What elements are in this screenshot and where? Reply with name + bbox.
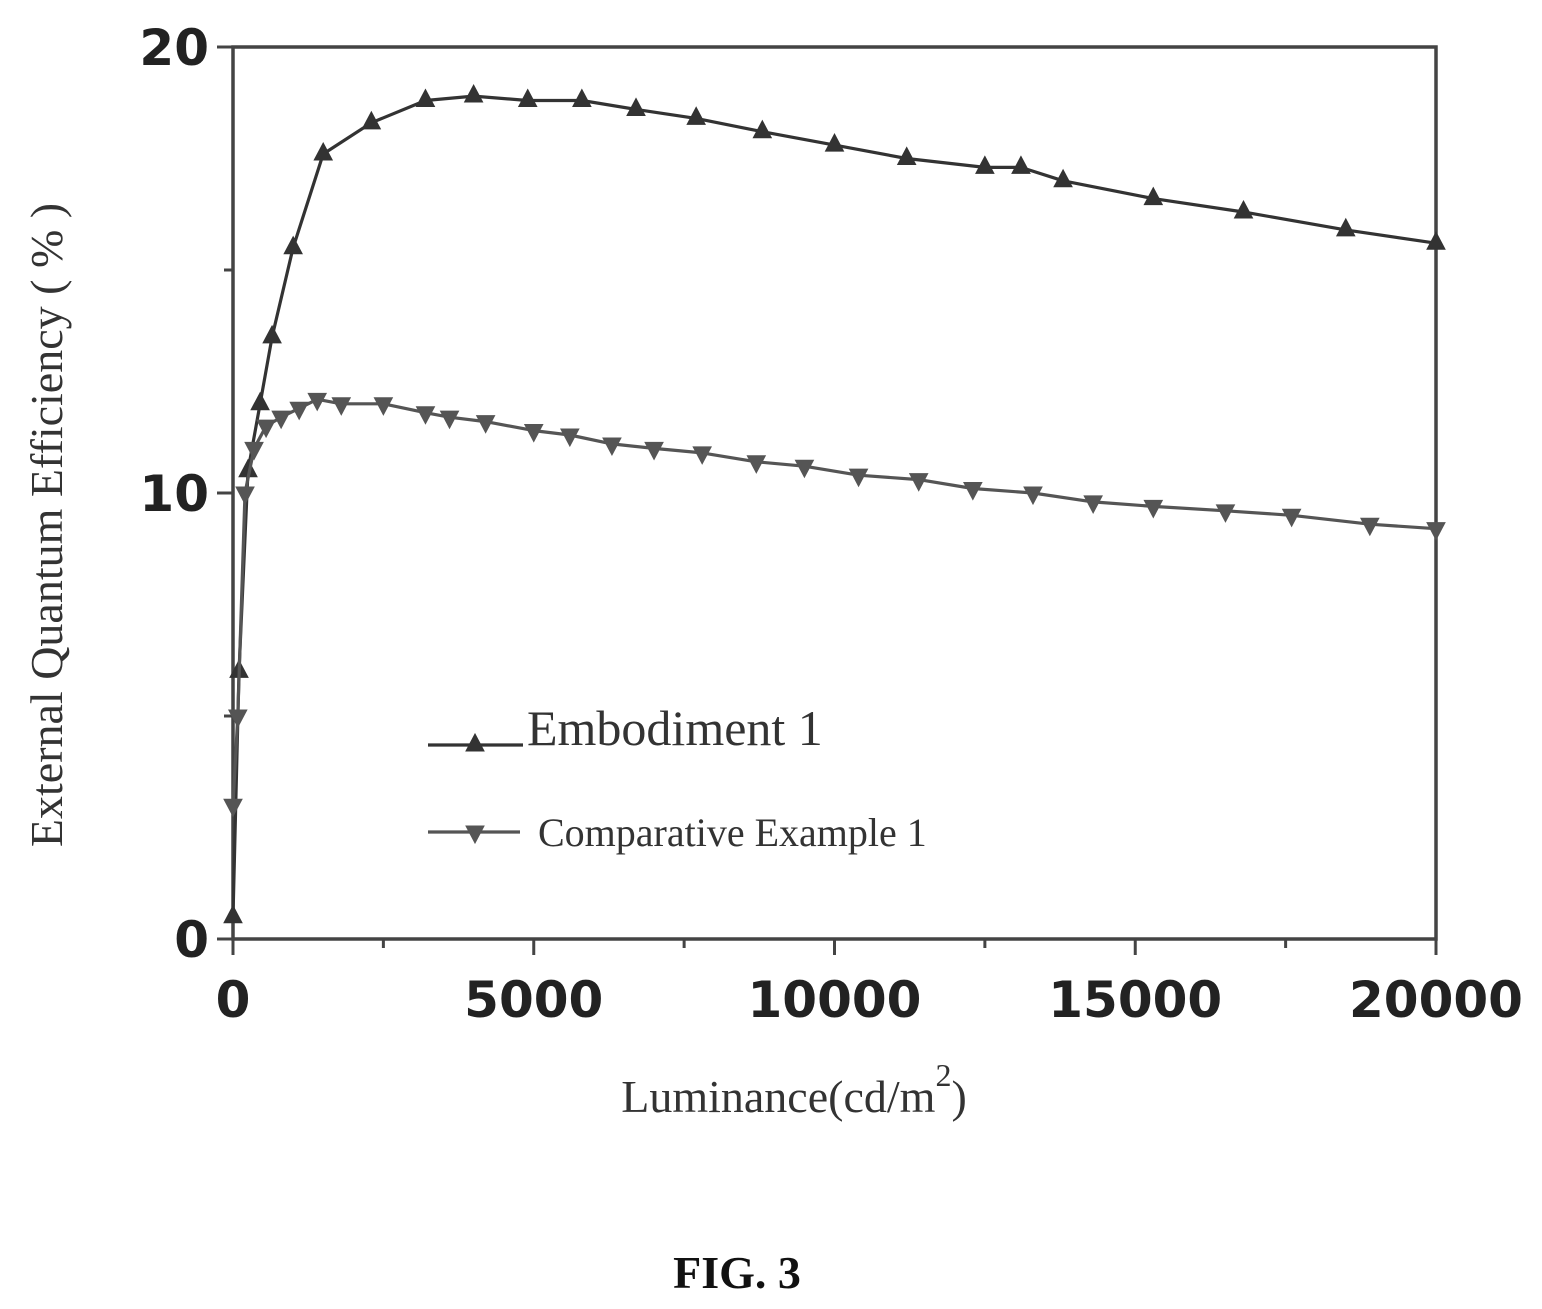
legend-marker-comparative-example-1: [465, 825, 485, 845]
data-point-comparative-example-1: [235, 486, 255, 506]
data-point-comparative-example-1: [1083, 495, 1103, 514]
data-point-comparative-example-1: [560, 428, 580, 448]
legend-label-embodiment-1: Embodiment 1: [527, 700, 823, 756]
data-point-embodiment-1: [896, 146, 917, 165]
data-point-embodiment-1: [1233, 199, 1254, 219]
legend: Embodiment 1 Comparative Example 1: [428, 700, 927, 855]
data-point-embodiment-1: [824, 133, 845, 152]
data-point-comparative-example-1: [331, 397, 352, 416]
data-point-comparative-example-1: [415, 406, 436, 425]
data-point-comparative-example-1: [746, 455, 767, 474]
data-point-comparative-example-1: [963, 482, 983, 501]
data-point-comparative-example-1: [1023, 486, 1043, 506]
data-point-embodiment-1: [463, 83, 484, 103]
legend-label-comparative-example-1: Comparative Example 1: [538, 810, 927, 855]
data-point-embodiment-1: [283, 235, 303, 255]
data-point-embodiment-1: [313, 141, 334, 161]
data-point-comparative-example-1: [1426, 522, 1446, 541]
data-point-comparative-example-1: [908, 473, 929, 492]
y-tick-label: 0: [174, 911, 209, 969]
data-point-embodiment-1: [1053, 168, 1073, 188]
tick-labels: 0 5000 10000 15000 20000 0 10 20: [139, 19, 1523, 1029]
legend-marker-embodiment-1: [465, 732, 485, 752]
data-point-embodiment-1: [752, 119, 773, 139]
data-point-embodiment-1: [361, 110, 382, 130]
data-point-comparative-example-1: [1215, 504, 1236, 523]
plot-frame: [231, 45, 1438, 941]
x-axis-title-main: Luminance(cd/m: [621, 1071, 935, 1122]
data-point-embodiment-1: [223, 904, 243, 924]
data-point-comparative-example-1: [794, 459, 815, 479]
data-point-comparative-example-1: [271, 410, 291, 430]
data-point-embodiment-1: [415, 88, 436, 108]
data-point-comparative-example-1: [1143, 499, 1164, 519]
data-point-comparative-example-1: [227, 709, 248, 729]
x-tick-label: 10000: [748, 971, 922, 1029]
data-point-comparative-example-1: [439, 410, 460, 430]
data-point-comparative-example-1: [1281, 508, 1302, 528]
x-axis-title: Luminance(cd/m2): [621, 1057, 967, 1122]
x-axis-title-close: ): [951, 1071, 966, 1122]
series-line-comparative-example-1: [231, 397, 1437, 806]
data-point-embodiment-1: [1335, 217, 1356, 237]
y-axis-title: External Quantum Efficiency ( % ): [21, 203, 72, 847]
data-point-comparative-example-1: [223, 798, 243, 818]
data-point-embodiment-1: [262, 324, 282, 344]
data-point-comparative-example-1: [307, 392, 328, 412]
data-point-comparative-example-1: [289, 401, 309, 421]
x-axis-title-superscript: 2: [935, 1057, 951, 1093]
data-point-embodiment-1: [1143, 186, 1164, 206]
data-point-embodiment-1: [572, 88, 592, 108]
x-tick-label: 5000: [464, 971, 603, 1029]
data-point-embodiment-1: [686, 106, 706, 125]
figure-caption: FIG. 3: [673, 1247, 801, 1298]
data-point-comparative-example-1: [692, 446, 713, 465]
data-point-comparative-example-1: [1360, 517, 1380, 537]
x-tick-label: 0: [216, 971, 251, 1029]
data-point-comparative-example-1: [373, 397, 394, 416]
data-point-embodiment-1: [626, 97, 646, 116]
y-tick-label: 10: [139, 465, 209, 523]
data-point-comparative-example-1: [602, 437, 622, 457]
data-point-embodiment-1: [1426, 231, 1446, 250]
data-point-embodiment-1: [250, 391, 270, 411]
x-tick-label: 20000: [1349, 971, 1523, 1029]
data-point-embodiment-1: [975, 155, 995, 174]
data-point-comparative-example-1: [644, 441, 664, 461]
data-point-comparative-example-1: [848, 468, 869, 488]
series-group: [223, 83, 1446, 924]
data-point-embodiment-1: [517, 88, 538, 108]
data-point-embodiment-1: [1011, 155, 1031, 174]
data-point-comparative-example-1: [523, 424, 544, 443]
data-point-comparative-example-1: [244, 441, 264, 461]
y-tick-label: 20: [139, 19, 209, 77]
x-tick-label: 15000: [1048, 971, 1222, 1029]
data-point-comparative-example-1: [256, 419, 276, 439]
data-point-comparative-example-1: [475, 415, 496, 434]
series-line-embodiment-1: [231, 94, 1437, 917]
